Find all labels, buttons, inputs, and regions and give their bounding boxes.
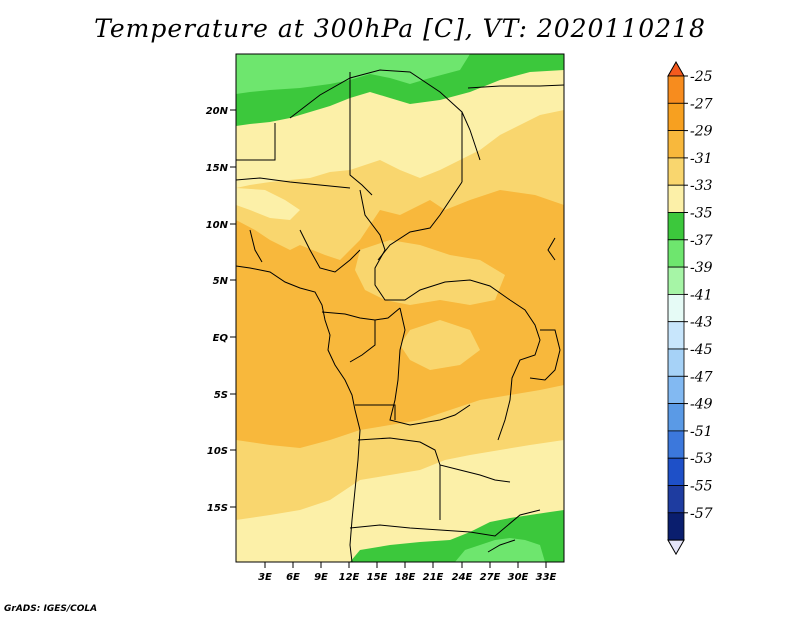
lon-label: 3E bbox=[258, 572, 272, 583]
colorbar-swatch bbox=[667, 102, 685, 132]
border-line bbox=[249, 229, 263, 263]
colorbar-swatch bbox=[667, 293, 685, 323]
colorbar-swatch bbox=[667, 485, 685, 514]
lat-label: 20N bbox=[206, 106, 229, 117]
colorbar-swatch bbox=[667, 157, 685, 186]
colorbar-label: -41 bbox=[690, 287, 713, 303]
colorbar-swatch bbox=[667, 266, 685, 295]
colorbar-swatch bbox=[667, 348, 685, 377]
border-line bbox=[349, 72, 373, 196]
border-line bbox=[467, 84, 564, 89]
colorbar-bottom-arrow bbox=[667, 539, 685, 556]
colorbar-swatch bbox=[667, 321, 685, 350]
border-line bbox=[236, 177, 351, 189]
lon-label: 9E bbox=[314, 572, 328, 583]
colorbar-label: -37 bbox=[690, 233, 713, 249]
band-minus39-north bbox=[236, 54, 470, 94]
colorbar-label: -31 bbox=[690, 151, 713, 167]
border-line bbox=[359, 189, 511, 301]
border-line bbox=[355, 404, 396, 420]
border-line bbox=[547, 237, 556, 261]
latitude-axis: 20N 15N 10N 5N EQ 5S 10S 15S bbox=[206, 106, 236, 514]
colorbar-top-arrow bbox=[667, 60, 685, 77]
coastline bbox=[236, 265, 361, 562]
border-line bbox=[487, 539, 516, 553]
colorbar-label: -27 bbox=[690, 96, 713, 112]
border-line bbox=[389, 307, 471, 426]
colorbar-swatch bbox=[667, 239, 685, 268]
colorbar-label: -33 bbox=[690, 178, 713, 194]
colorbar-swatch bbox=[667, 212, 685, 241]
lat-label: 5S bbox=[214, 390, 228, 401]
band-minus39-south bbox=[455, 538, 545, 562]
colorbar-label: -45 bbox=[690, 342, 713, 358]
colorbar-label: -49 bbox=[690, 397, 713, 413]
lat-label: 10N bbox=[206, 220, 229, 231]
colorbar-label: -51 bbox=[690, 424, 713, 440]
colorbar-label: -55 bbox=[690, 479, 713, 495]
lon-label: 6E bbox=[286, 572, 300, 583]
colorbar-swatch bbox=[667, 184, 685, 213]
lon-label: 24E bbox=[452, 572, 473, 583]
border-line bbox=[461, 111, 481, 161]
border-line bbox=[236, 123, 276, 161]
lat-label: 15N bbox=[206, 163, 229, 174]
lon-label: 27E bbox=[480, 572, 501, 583]
lat-label: EQ bbox=[213, 333, 229, 344]
grads-credit: GrADS: IGES/COLA bbox=[4, 604, 98, 614]
border-line bbox=[377, 181, 463, 261]
colorbar-swatch bbox=[667, 512, 685, 541]
colorbar-label: -53 bbox=[690, 451, 713, 467]
lon-label: 30E bbox=[508, 572, 529, 583]
colorbar-swatch bbox=[667, 430, 685, 459]
border-line bbox=[321, 307, 401, 321]
border-line bbox=[299, 229, 361, 273]
colorbar-label: -25 bbox=[690, 69, 713, 85]
colorbar-swatch bbox=[667, 75, 685, 104]
longitude-axis: 3E 6E 9E 12E 15E 18E 21E 24E 27E 30E 33E bbox=[258, 562, 557, 583]
colorbar-label: -39 bbox=[690, 260, 713, 276]
border-line bbox=[349, 509, 541, 537]
lon-label: 15E bbox=[367, 572, 388, 583]
colorbar-swatch bbox=[667, 130, 685, 159]
country-borders bbox=[236, 69, 564, 562]
lon-label: 18E bbox=[395, 572, 416, 583]
band-minus31-central2 bbox=[400, 320, 480, 370]
map-frame bbox=[235, 53, 565, 563]
map-title: Temperature at 300hPa [C], VT: 202011021… bbox=[94, 14, 706, 43]
band-minus31-central bbox=[355, 240, 505, 305]
band-minus35-west bbox=[236, 188, 300, 220]
colorbar: -25 -27 -29 -31 -33 -35 -37 -39 -41 -43 -45 -47 -49 -… bbox=[667, 60, 713, 556]
border-line bbox=[349, 320, 376, 363]
colorbar-label: -29 bbox=[690, 124, 713, 140]
border-line bbox=[529, 329, 561, 381]
border-line bbox=[289, 69, 463, 182]
colorbar-swatch bbox=[667, 403, 685, 432]
border-line bbox=[497, 299, 541, 441]
colorbar-label: -47 bbox=[690, 369, 713, 385]
lat-label: 10S bbox=[207, 446, 228, 457]
colorbar-swatch bbox=[667, 375, 685, 404]
lon-label: 21E bbox=[423, 572, 444, 583]
colorbar-swatch bbox=[667, 457, 685, 486]
colorbar-label: -35 bbox=[690, 206, 713, 222]
lon-label: 12E bbox=[339, 572, 360, 583]
lat-label: 15S bbox=[207, 503, 228, 514]
lon-label: 33E bbox=[536, 572, 557, 583]
colorbar-label: -43 bbox=[690, 315, 713, 331]
lat-label: 5N bbox=[213, 276, 229, 287]
colorbar-label: -57 bbox=[690, 506, 713, 522]
